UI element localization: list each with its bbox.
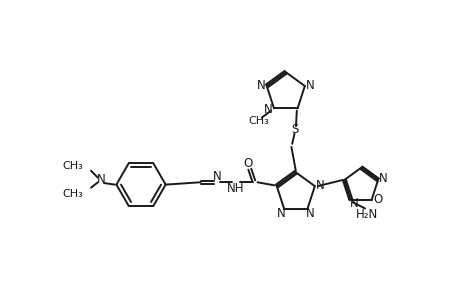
Text: O: O xyxy=(243,157,252,169)
Text: N: N xyxy=(213,170,221,183)
Text: NH: NH xyxy=(227,182,244,195)
Text: N: N xyxy=(263,103,273,116)
Text: N: N xyxy=(257,79,265,92)
Text: N: N xyxy=(96,173,105,186)
Text: N: N xyxy=(305,207,313,220)
Text: N: N xyxy=(350,197,358,210)
Text: CH₃: CH₃ xyxy=(62,161,83,171)
Text: N: N xyxy=(277,207,285,220)
Text: N: N xyxy=(315,179,324,192)
Text: CH₃: CH₃ xyxy=(62,189,83,199)
Text: N: N xyxy=(378,172,387,185)
Text: S: S xyxy=(291,124,298,136)
Text: H₂N: H₂N xyxy=(355,208,377,221)
Text: O: O xyxy=(372,193,381,206)
Text: N: N xyxy=(305,79,314,92)
Text: CH₃: CH₃ xyxy=(248,116,269,126)
